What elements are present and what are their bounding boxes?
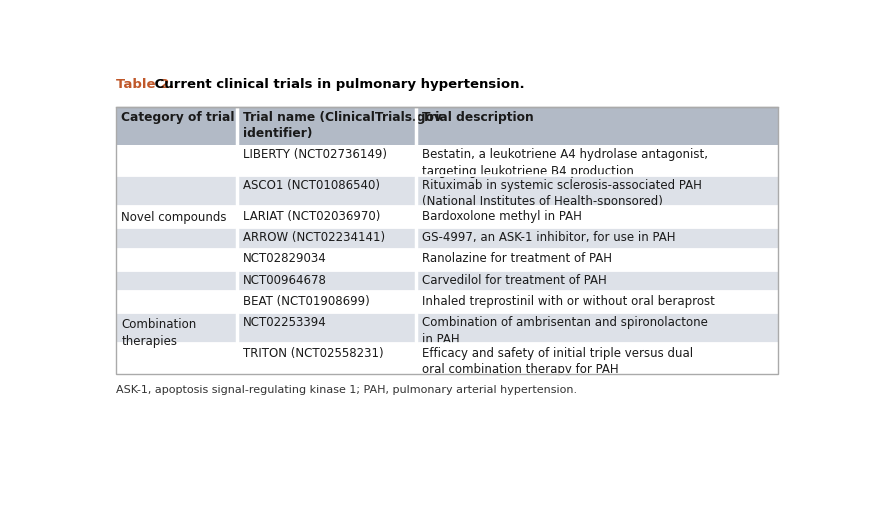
Text: Bardoxolone methyl in PAH: Bardoxolone methyl in PAH	[422, 210, 582, 223]
Text: Category of trial: Category of trial	[121, 111, 235, 124]
Bar	[116, 291, 778, 312]
Text: LARIAT (NCT02036970): LARIAT (NCT02036970)	[242, 210, 380, 223]
Bar	[116, 227, 778, 248]
Text: ASK-1, apoptosis signal-regulating kinase 1; PAH, pulmonary arterial hypertensio: ASK-1, apoptosis signal-regulating kinas…	[116, 385, 577, 395]
Text: Efficacy and safety of initial triple versus dual
oral combination therapy for P: Efficacy and safety of initial triple ve…	[422, 347, 693, 377]
Text: Rituximab in systemic sclerosis-associated PAH
(National Institutes of Health-sp: Rituximab in systemic sclerosis-associat…	[422, 179, 702, 209]
Bar	[116, 343, 778, 374]
Bar	[116, 206, 778, 227]
Text: BEAT (NCT01908699): BEAT (NCT01908699)	[242, 295, 370, 308]
Text: Current clinical trials in pulmonary hypertension.: Current clinical trials in pulmonary hyp…	[150, 78, 524, 91]
Text: Trial name (ClinicalTrials.gov
identifier): Trial name (ClinicalTrials.gov identifie…	[242, 111, 442, 140]
Text: Combination of ambrisentan and spironolactone
in PAH: Combination of ambrisentan and spironola…	[422, 316, 708, 346]
Bar	[116, 107, 778, 145]
Text: NCT02829034: NCT02829034	[242, 252, 326, 265]
Bar	[116, 248, 778, 270]
Text: Ranolazine for treatment of PAH: Ranolazine for treatment of PAH	[422, 252, 612, 265]
Text: LIBERTY (NCT02736149): LIBERTY (NCT02736149)	[242, 148, 387, 161]
Text: ASCO1 (NCT01086540): ASCO1 (NCT01086540)	[242, 179, 380, 192]
Text: NCT02253394: NCT02253394	[242, 316, 326, 329]
Text: TRITON (NCT02558231): TRITON (NCT02558231)	[242, 347, 384, 360]
Bar	[116, 312, 778, 343]
Bar	[116, 175, 778, 206]
Text: GS-4997, an ASK-1 inhibitor, for use in PAH: GS-4997, an ASK-1 inhibitor, for use in …	[422, 231, 676, 244]
Text: Carvedilol for treatment of PAH: Carvedilol for treatment of PAH	[422, 273, 607, 287]
Text: Combination
therapies: Combination therapies	[121, 318, 196, 347]
Text: Trial description: Trial description	[422, 111, 534, 124]
Bar	[116, 107, 778, 374]
Bar	[116, 145, 778, 175]
Text: Novel compounds: Novel compounds	[121, 211, 227, 225]
Bar	[116, 270, 778, 291]
Text: NCT00964678: NCT00964678	[242, 273, 327, 287]
Text: Inhaled treprostinil with or without oral beraprost: Inhaled treprostinil with or without ora…	[422, 295, 715, 308]
Text: ARROW (NCT02234141): ARROW (NCT02234141)	[242, 231, 385, 244]
Text: Table 2.: Table 2.	[116, 78, 174, 91]
Text: Bestatin, a leukotriene A4 hydrolase antagonist,
targeting leukotriene B4 produc: Bestatin, a leukotriene A4 hydrolase ant…	[422, 148, 708, 178]
